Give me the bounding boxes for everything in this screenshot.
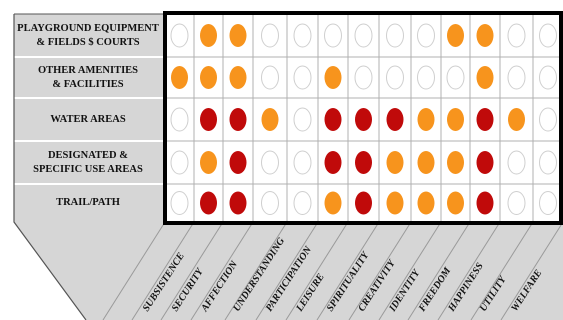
orange-dot (417, 108, 435, 131)
empty-dot (293, 65, 312, 90)
empty-dot (261, 150, 279, 175)
empty-dot (539, 23, 557, 48)
orange-dot (324, 191, 342, 215)
empty-dot (539, 107, 557, 132)
orange-dot (200, 151, 217, 174)
header-divider (224, 221, 288, 320)
empty-dot (386, 65, 404, 90)
header-divider (285, 221, 349, 320)
dark-red-dot (200, 108, 217, 131)
orange-dot (476, 24, 494, 47)
empty-dot (539, 191, 557, 215)
header-divider (316, 221, 380, 320)
dark-red-dot (324, 108, 342, 131)
dark-red-dot (386, 108, 404, 131)
empty-dot (386, 23, 404, 48)
row-label-water: WATER AREAS (50, 113, 126, 125)
empty-dot (293, 23, 312, 48)
orange-dot (508, 108, 525, 131)
dark-red-dot (229, 108, 247, 131)
header-divider (407, 221, 471, 320)
dark-red-dot (355, 108, 372, 131)
row-label-trail: TRAIL/PATH (56, 197, 120, 208)
row-label-amenities: OTHER AMENITIES & FACILITIES (37, 64, 139, 90)
header-divider (131, 221, 195, 320)
header-divider (437, 221, 501, 320)
orange-dot (171, 66, 188, 89)
empty-dot (539, 150, 557, 175)
orange-dot (200, 24, 217, 47)
empty-dot (170, 150, 189, 175)
header-divider (348, 221, 412, 320)
orange-dot (476, 66, 494, 89)
empty-dot (261, 191, 279, 215)
empty-dot (293, 107, 312, 132)
row-label-panel (14, 14, 165, 222)
orange-dot (324, 66, 342, 89)
empty-dot (170, 191, 189, 215)
row-label-playground: PLAYGROUND EQUIPMENT & FIELDS $ COURTS (17, 22, 159, 48)
empty-dot (170, 23, 189, 48)
header-divider (500, 221, 563, 320)
empty-dot (354, 65, 373, 90)
dark-red-dot (200, 191, 217, 215)
orange-dot (229, 24, 247, 47)
dark-red-dot (229, 191, 247, 215)
empty-dot (261, 23, 279, 48)
orange-dot (417, 151, 435, 174)
empty-dot (507, 150, 526, 175)
matrix-border (163, 11, 563, 225)
empty-dot (170, 107, 189, 132)
empty-dot (507, 65, 526, 90)
dark-red-dot (355, 191, 372, 215)
empty-dot (354, 23, 373, 48)
orange-dot (447, 24, 464, 47)
row-label-designated: DESIGNATED & SPECIFIC USE AREAS (33, 149, 143, 175)
outline-left (13, 14, 87, 320)
empty-dot (293, 191, 312, 215)
orange-dot (200, 66, 217, 89)
header-divider (102, 221, 166, 320)
dark-red-dot (476, 191, 494, 215)
dark-red-dot (476, 108, 494, 131)
orange-dot (261, 108, 279, 131)
dark-red-dot (324, 151, 342, 174)
empty-dot (417, 65, 435, 90)
empty-dot (417, 23, 435, 48)
header-divider (160, 221, 224, 320)
dark-red-dot (355, 151, 372, 174)
orange-dot (447, 191, 464, 215)
header-divider (378, 221, 442, 320)
empty-dot (539, 65, 557, 90)
orange-dot (386, 151, 404, 174)
empty-dot (446, 65, 465, 90)
dark-red-dot (229, 151, 247, 174)
orange-dot (447, 151, 464, 174)
empty-dot (507, 23, 526, 48)
orange-dot (447, 108, 464, 131)
header-divider (255, 221, 319, 320)
dark-red-dot (476, 151, 494, 174)
header-divider (470, 221, 534, 320)
empty-dot (507, 191, 526, 215)
empty-dot (293, 150, 312, 175)
empty-dot (324, 23, 342, 48)
orange-dot (229, 66, 247, 89)
header-divider (190, 221, 254, 320)
orange-dot (417, 191, 435, 215)
orange-dot (386, 191, 404, 215)
empty-dot (261, 65, 279, 90)
